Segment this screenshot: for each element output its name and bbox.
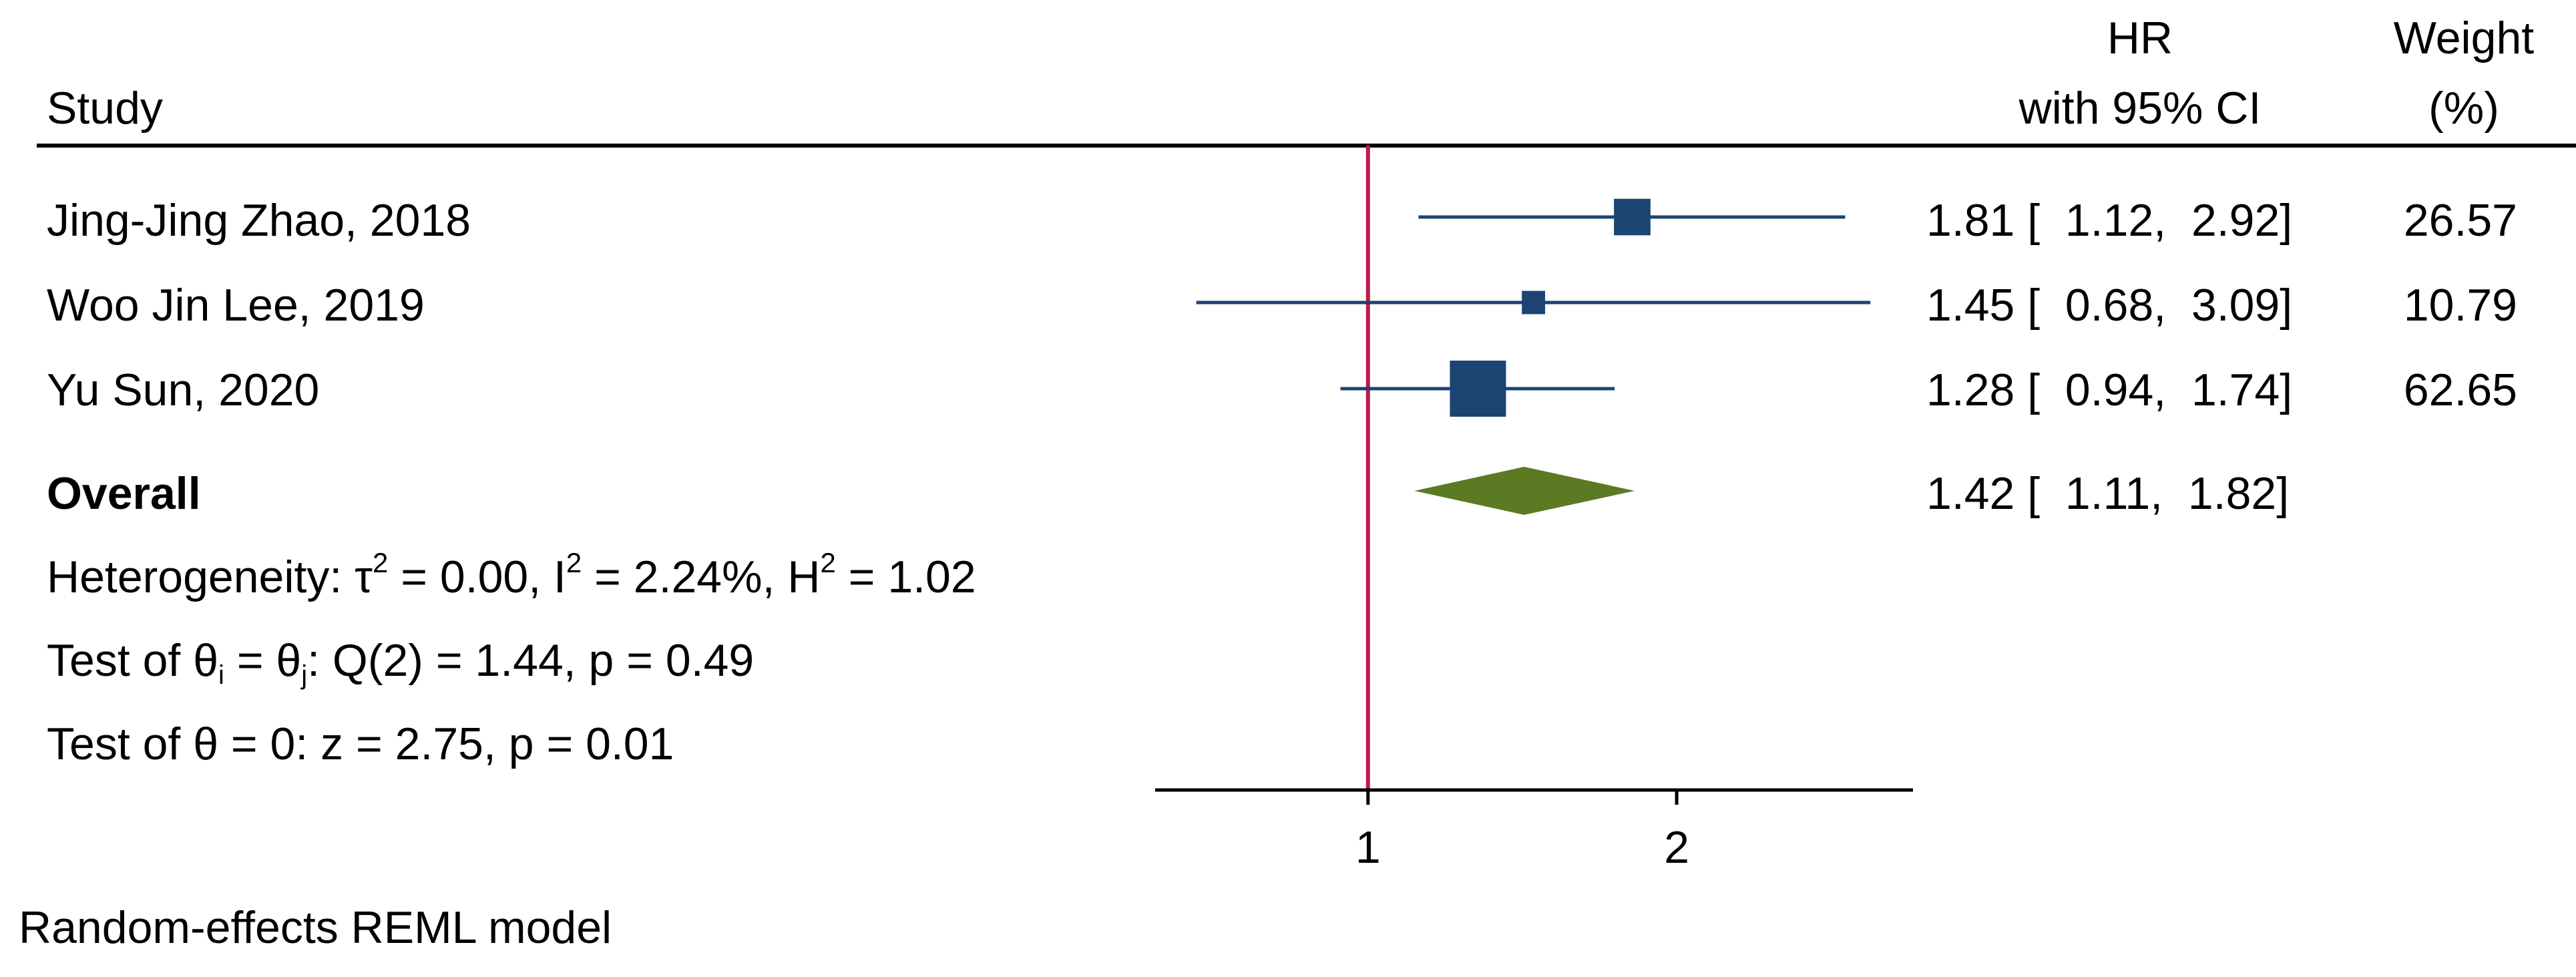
study-name-3: Yu Sun, 2020 (47, 365, 319, 415)
overall-ci-text: 1.42 [ 1.11, 1.82] (1926, 468, 2289, 519)
x-tick-label: 2 (1664, 822, 1689, 873)
model-footnote: Random-effects REML model (19, 902, 612, 953)
study-marker (1522, 290, 1546, 315)
study-ci-text-2: 1.45 [ 0.68, 3.09] (1926, 280, 2292, 331)
study-weight-2: 10.79 (2404, 280, 2517, 331)
heterogeneity-stats: Heterogeneity: τ2 = 0.00, I2 = 2.24%, H2… (47, 547, 976, 602)
overall-diamond (1414, 467, 1635, 515)
x-tick-label: 1 (1355, 822, 1381, 873)
study-marker (1450, 361, 1506, 417)
header-effect-line1: HR (2107, 13, 2173, 63)
study-name-2: Woo Jin Lee, 2019 (47, 280, 425, 331)
study-name-1: Jing-Jing Zhao, 2018 (47, 195, 471, 246)
header-study: Study (47, 83, 163, 134)
study-ci-text-3: 1.28 [ 0.94, 1.74] (1926, 365, 2292, 415)
study-marker (1614, 198, 1651, 236)
header-effect-line2: with 95% CI (2018, 83, 2262, 134)
overall-label: Overall (47, 468, 201, 519)
header-weight-line2: (%) (2428, 83, 2499, 134)
study-weight-3: 62.65 (2404, 365, 2517, 415)
study-weight-1: 26.57 (2404, 195, 2517, 246)
homogeneity-test: Test of θi = θj: Q(2) = 1.44, p = 0.49 (47, 635, 754, 690)
study-ci-text-1: 1.81 [ 1.12, 2.92] (1926, 195, 2292, 246)
header-weight-line1: Weight (2394, 13, 2535, 63)
overall-effect-test: Test of θ = 0: z = 2.75, p = 0.01 (47, 719, 674, 769)
